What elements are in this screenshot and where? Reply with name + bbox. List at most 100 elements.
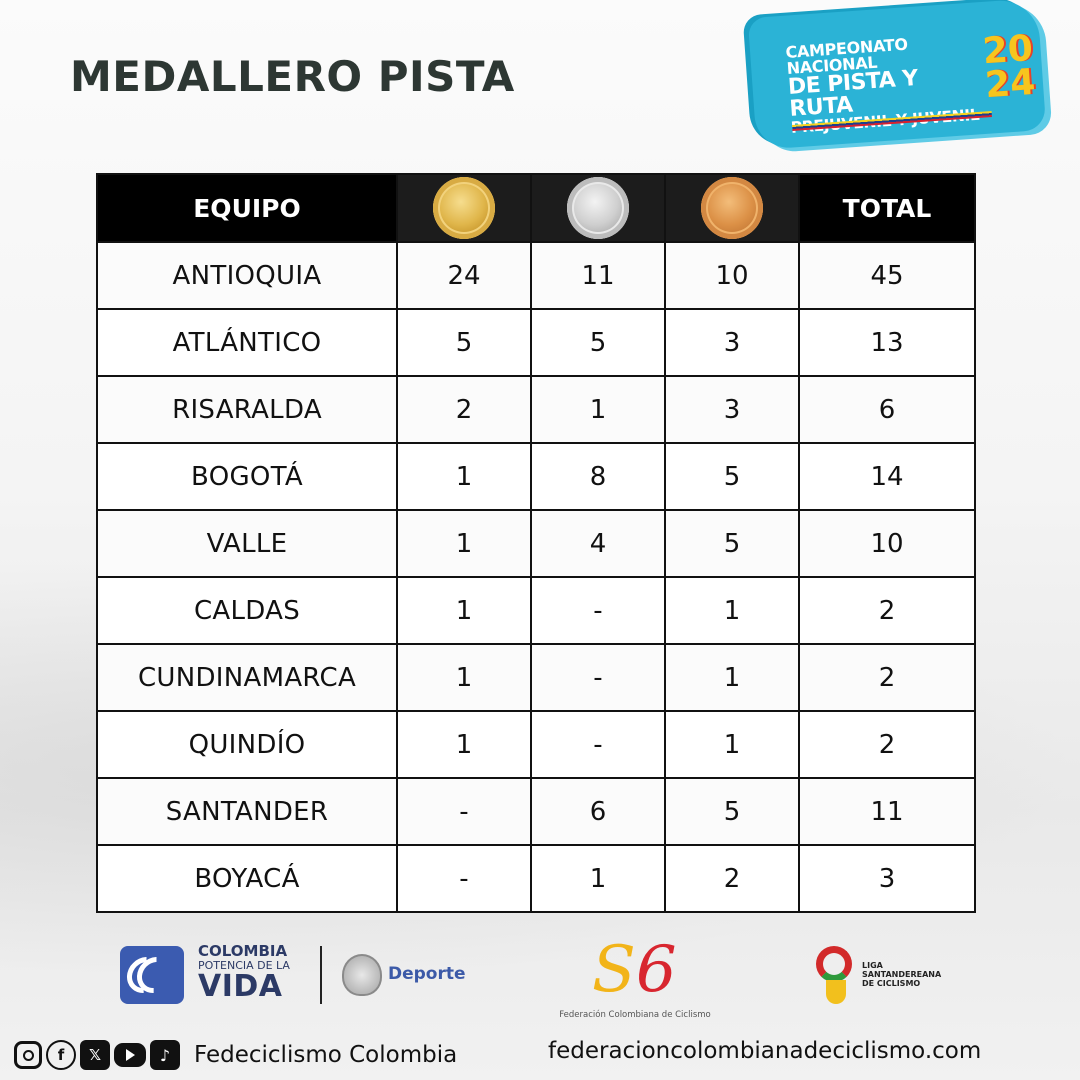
silver-medal-icon [567, 177, 629, 239]
social-handle: Fedeciclismo Colombia [194, 1042, 458, 1068]
silver-cell: 6 [530, 777, 666, 846]
total-cell: 13 [798, 308, 976, 377]
total-cell: 3 [798, 844, 976, 913]
gold-cell: 24 [396, 241, 532, 310]
team-cell: SANTANDER [96, 777, 398, 846]
bronze-cell: 1 [664, 710, 800, 779]
table-row: ANTIOQUIA 24 11 10 45 [96, 241, 976, 310]
table-row: VALLE 1 4 5 10 [96, 509, 976, 578]
youtube-icon[interactable] [114, 1043, 146, 1067]
deporte-label: Deporte [388, 964, 466, 984]
silver-cell: 1 [530, 375, 666, 444]
header-total: TOTAL [798, 173, 976, 243]
gold-cell: 1 [396, 710, 532, 779]
team-cell: BOGOTÁ [96, 442, 398, 511]
liga-emblem-icon [812, 942, 856, 1006]
team-cell: RISARALDA [96, 375, 398, 444]
facebook-icon[interactable]: f [46, 1040, 76, 1070]
table-row: SANTANDER - 6 5 11 [96, 777, 976, 846]
bronze-cell: 10 [664, 241, 800, 310]
federation-emblem-icon: S6 [592, 933, 677, 1007]
event-logo-year-bottom: 24 [983, 62, 1037, 107]
total-cell: 6 [798, 375, 976, 444]
medal-table: EQUIPO TOTAL ANTIOQUIA 24 11 10 45 ATLÁN… [96, 173, 976, 913]
silver-cell: 8 [530, 442, 666, 511]
gold-cell: - [396, 844, 532, 913]
team-cell: ANTIOQUIA [96, 241, 398, 310]
colombia-logo-line1: COLOMBIA [198, 942, 288, 960]
header-bronze [664, 173, 800, 243]
silver-cell: 5 [530, 308, 666, 377]
team-cell: CALDAS [96, 576, 398, 645]
silver-cell: 4 [530, 509, 666, 578]
bronze-medal-icon [701, 177, 763, 239]
team-cell: BOYACÁ [96, 844, 398, 913]
total-cell: 2 [798, 576, 976, 645]
bronze-cell: 2 [664, 844, 800, 913]
liga-emblem-ring [816, 946, 852, 982]
total-cell: 11 [798, 777, 976, 846]
table-row: CUNDINAMARCA 1 - 1 2 [96, 643, 976, 712]
federation-caption: Federación Colombiana de Ciclismo [559, 1010, 711, 1020]
header-team: EQUIPO [96, 173, 398, 243]
table-row: CALDAS 1 - 1 2 [96, 576, 976, 645]
liga-emblem-base [826, 980, 846, 1004]
liga-logo-text: LIGA SANTANDEREANA DE CICLISMO [862, 961, 962, 988]
event-logo-year: 20 24 [981, 28, 1037, 107]
social-bar: f 𝕏 ♪ Fedeciclismo Colombia [14, 1038, 457, 1072]
bronze-cell: 3 [664, 375, 800, 444]
table-row: BOYACÁ - 1 2 3 [96, 844, 976, 913]
team-cell: VALLE [96, 509, 398, 578]
header-silver [530, 173, 666, 243]
total-cell: 14 [798, 442, 976, 511]
gold-cell: 5 [396, 308, 532, 377]
silver-cell: 11 [530, 241, 666, 310]
total-cell: 2 [798, 710, 976, 779]
logo-divider [320, 946, 322, 1004]
silver-cell: - [530, 710, 666, 779]
bronze-cell: 5 [664, 442, 800, 511]
total-cell: 45 [798, 241, 976, 310]
team-cell: ATLÁNTICO [96, 308, 398, 377]
bronze-cell: 1 [664, 576, 800, 645]
liga-line1: LIGA [862, 961, 883, 970]
colombia-logo-line3: VIDA [198, 969, 283, 1005]
table-row: RISARALDA 2 1 3 6 [96, 375, 976, 444]
website-link[interactable]: federacioncolombianadeciclismo.com [548, 1038, 982, 1064]
instagram-icon[interactable] [14, 1041, 42, 1069]
gold-cell: 1 [396, 643, 532, 712]
total-cell: 10 [798, 509, 976, 578]
federacion-colombiana-ciclismo-logo: S6 Federación Colombiana de Ciclismo [550, 934, 720, 1024]
liga-line3: DE CICLISMO [862, 978, 921, 988]
colombia-logo-line2: POTENCIA DE LA [198, 958, 290, 972]
x-icon[interactable]: 𝕏 [80, 1040, 110, 1070]
bronze-cell: 3 [664, 308, 800, 377]
colombia-logo-mark [119, 946, 184, 1004]
table-row: ATLÁNTICO 5 5 3 13 [96, 308, 976, 377]
coat-of-arms-icon [342, 954, 382, 996]
event-logo: CAMPEONATO NACIONAL DE PISTA Y RUTA PREJ… [747, 0, 1047, 150]
header-gold [396, 173, 532, 243]
team-cell: QUINDÍO [96, 710, 398, 779]
bronze-cell: 5 [664, 509, 800, 578]
silver-cell: - [530, 576, 666, 645]
total-cell: 2 [798, 643, 976, 712]
silver-cell: 1 [530, 844, 666, 913]
colombia-potencia-vida-logo: COLOMBIA POTENCIA DE LA VIDA [119, 943, 300, 1006]
silver-cell: - [530, 643, 666, 712]
team-cell: CUNDINAMARCA [96, 643, 398, 712]
bronze-cell: 1 [664, 643, 800, 712]
table-row: QUINDÍO 1 - 1 2 [96, 710, 976, 779]
gold-medal-icon [433, 177, 495, 239]
gold-cell: - [396, 777, 532, 846]
tiktok-icon[interactable]: ♪ [150, 1040, 180, 1070]
gold-cell: 1 [396, 442, 532, 511]
wave-icon [129, 949, 181, 1001]
ministerio-deporte-logo: Deporte [342, 952, 472, 998]
colombia-logo-text: COLOMBIA POTENCIA DE LA VIDA [198, 942, 308, 1005]
page-title: MEDALLERO PISTA [70, 52, 515, 101]
liga-santandereana-logo: LIGA SANTANDEREANA DE CICLISMO [812, 940, 962, 1010]
liga-line2: SANTANDEREANA [862, 969, 942, 979]
gold-cell: 1 [396, 509, 532, 578]
table-header-row: EQUIPO TOTAL [96, 173, 976, 243]
